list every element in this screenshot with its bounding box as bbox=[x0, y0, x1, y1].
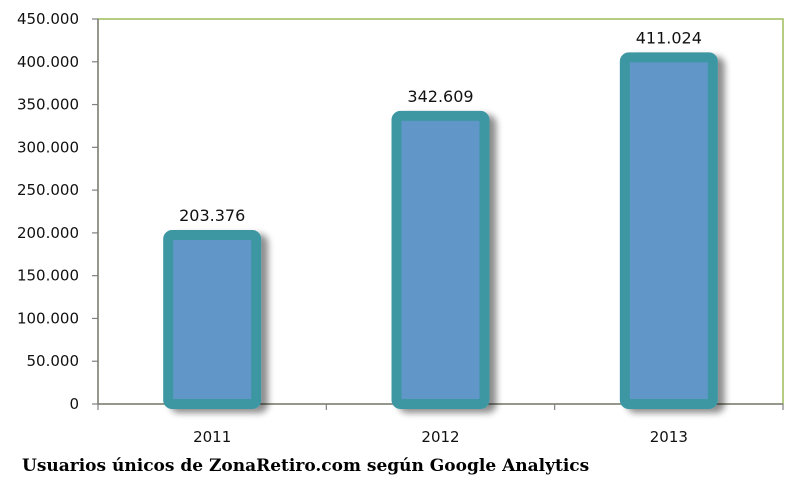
bars bbox=[163, 52, 718, 410]
data-label-2013: 411.024 bbox=[636, 28, 702, 47]
x-tick-label: 2011 bbox=[193, 428, 231, 446]
x-axis: 2011 2012 2013 bbox=[97, 403, 784, 446]
y-tick-label: 400.000 bbox=[17, 53, 79, 71]
y-tick-label: 50.000 bbox=[27, 352, 80, 370]
bar-2013 bbox=[619, 52, 718, 410]
bar-chart: 0 50.000 100.000 150.000 200.000 250.000 300.0… bbox=[17, 10, 784, 446]
y-tick-label: 150.000 bbox=[17, 267, 79, 285]
data-labels: 203.376 342.609 411.024 bbox=[179, 28, 702, 225]
data-label-2011: 203.376 bbox=[179, 206, 245, 225]
y-tick-label: 300.000 bbox=[17, 138, 79, 156]
bar-2012 bbox=[391, 110, 490, 409]
x-tick-label: 2012 bbox=[421, 428, 459, 446]
chart-title: Usuarios únicos de ZonaRetiro.com según … bbox=[22, 456, 590, 476]
y-axis: 0 50.000 100.000 150.000 200.000 250.000 300.0… bbox=[17, 10, 99, 413]
data-label-2012: 342.609 bbox=[407, 87, 473, 106]
y-tick-label: 250.000 bbox=[17, 181, 79, 199]
bar-2011 bbox=[163, 230, 262, 409]
y-tick-label: 100.000 bbox=[17, 309, 79, 327]
y-tick-label: 0 bbox=[69, 395, 79, 413]
x-tick-label: 2013 bbox=[650, 428, 688, 446]
y-tick-label: 350.000 bbox=[17, 96, 79, 114]
y-tick-label: 450.000 bbox=[17, 10, 79, 28]
y-tick-label: 200.000 bbox=[17, 224, 79, 242]
